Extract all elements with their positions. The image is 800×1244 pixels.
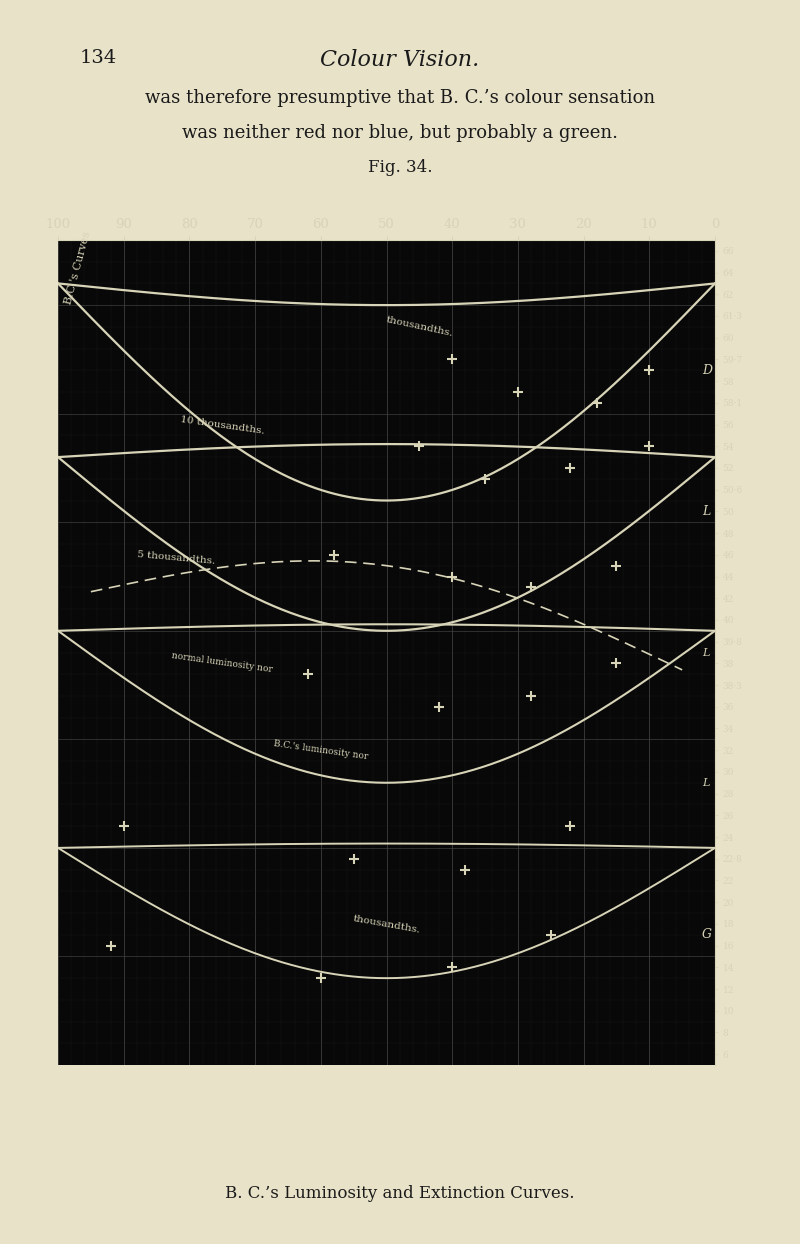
- Text: Fig. 34.: Fig. 34.: [368, 159, 432, 175]
- Text: B.C.'s luminosity nor: B.C.'s luminosity nor: [273, 739, 369, 761]
- Text: L: L: [702, 778, 710, 787]
- Text: G: G: [702, 928, 712, 942]
- Text: thousandths.: thousandths.: [385, 315, 454, 337]
- Text: was neither red nor blue, but probably a green.: was neither red nor blue, but probably a…: [182, 124, 618, 142]
- Text: 134: 134: [80, 49, 118, 67]
- Text: B.C.'s Curves: B.C.'s Curves: [63, 230, 92, 305]
- Text: thousandths.: thousandths.: [352, 914, 421, 934]
- Text: D: D: [702, 363, 712, 377]
- Text: 10 thousandths.: 10 thousandths.: [179, 414, 265, 435]
- Text: L: L: [702, 647, 710, 658]
- Text: was therefore presumptive that B. C.’s colour sensation: was therefore presumptive that B. C.’s c…: [145, 90, 655, 107]
- Text: normal luminosity nor: normal luminosity nor: [171, 651, 274, 674]
- Text: 5 thousandths.: 5 thousandths.: [137, 550, 216, 566]
- Text: L: L: [702, 505, 710, 518]
- Text: B. C.’s Luminosity and Extinction Curves.: B. C.’s Luminosity and Extinction Curves…: [226, 1186, 574, 1202]
- Text: Colour Vision.: Colour Vision.: [320, 49, 480, 71]
